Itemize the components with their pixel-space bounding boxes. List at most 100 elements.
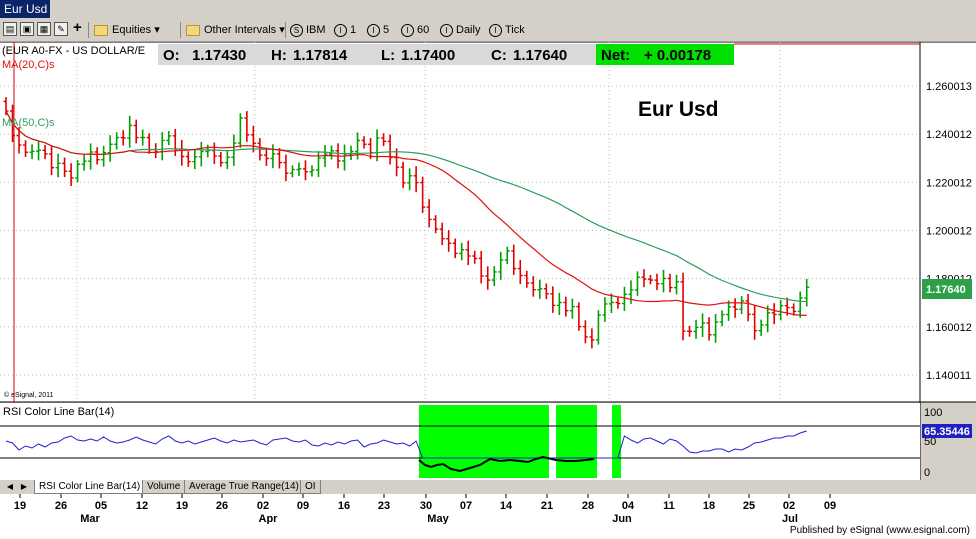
day-tick-label: 21 [541, 500, 553, 512]
button-label: Daily [456, 24, 481, 36]
open-label: O: [163, 47, 180, 64]
day-tick-label: 25 [743, 500, 755, 512]
tab-scroll-right-icon[interactable]: ▶ [20, 482, 28, 491]
properties-icon[interactable]: ✎ [54, 22, 68, 36]
symbol-label: (EUR A0-FX - US DOLLAR/E [2, 45, 145, 57]
ohlc-panel [158, 44, 596, 65]
day-tick-label: 18 [703, 500, 715, 512]
add-icon[interactable]: + [73, 19, 82, 36]
month-label: Mar [80, 513, 100, 524]
button-label: Tick [505, 24, 525, 36]
day-tick-label: 26 [216, 500, 228, 512]
page-icon[interactable]: ▦ [37, 22, 51, 36]
day-tick-label: 05 [95, 500, 107, 512]
ma50-label: MA(50,C)s [2, 117, 55, 129]
day-tick-label: 02 [257, 500, 269, 512]
month-label: May [427, 513, 449, 524]
folder-icon [94, 24, 108, 36]
net-value: + 0.00178 [644, 47, 711, 64]
rsi-oversold-line [418, 455, 595, 473]
net-label: Net: [601, 47, 630, 64]
toolbar-divider [285, 22, 286, 38]
last-price-tag [922, 279, 972, 299]
published-by-text: Published by eSignal (www.esignal.com) [789, 525, 970, 536]
intervals-label: Other Intervals [204, 24, 277, 36]
price-pane [0, 42, 920, 402]
tab-volume[interactable]: Volume [142, 480, 186, 494]
price-grid [0, 42, 920, 402]
rsi-axis-50: 50 [924, 436, 936, 448]
price-tick-label: 1.240012 [926, 129, 972, 141]
copyright-text: © eSignal, 2011 [4, 391, 54, 399]
price-tick-label: 1.260013 [926, 81, 972, 93]
rsi-zones [419, 405, 621, 478]
chart-icon[interactable]: ▤ [3, 22, 17, 36]
interval-daily-button[interactable]: I Daily [440, 22, 480, 38]
day-tick-label: 16 [338, 500, 350, 512]
interval-icon: I [334, 23, 347, 37]
rsi-label: RSI Color Line Bar(14) [3, 406, 114, 418]
price-tick-label: 1.160012 [926, 322, 972, 334]
day-tick-label: 23 [378, 500, 390, 512]
equities-label: Equities [112, 24, 152, 36]
low-label: L: [381, 47, 395, 64]
month-label: Jun [612, 513, 632, 524]
interval-icon: I [367, 23, 380, 37]
symbol-ibm-button[interactable]: S IBM [290, 22, 326, 38]
equities-dropdown[interactable]: Equities ▾ [94, 22, 160, 38]
rsi-value: 65.35446 [924, 426, 970, 438]
toolbar: ▤ ▣ ▦ ✎ + Equities ▾ Other Intervals ▾ S… [0, 19, 976, 42]
day-tick-label: 09 [297, 500, 309, 512]
chart-title: Eur Usd [638, 98, 719, 121]
dropdown-arrow-icon: ▾ [154, 24, 160, 36]
day-tick-label: 19 [176, 500, 188, 512]
button-label: 1 [350, 24, 357, 36]
ma20-label: MA(20,C)s [2, 59, 55, 71]
indicator-tabbar: ◀ ▶ RSI Color Line Bar(14) Volume Averag… [0, 480, 920, 494]
tab-scroll-left-icon[interactable]: ◀ [6, 482, 14, 491]
window-icon[interactable]: ▣ [20, 22, 34, 36]
button-label: 60 [417, 24, 430, 36]
day-tick-label: 30 [420, 500, 432, 512]
day-ticks: 19 26 05 12 19 26 02 09 16 23 30 07 14 21 28 04 11 18 25 02… [14, 494, 836, 512]
intervals-dropdown[interactable]: Other Intervals ▾ [186, 22, 285, 38]
day-tick-label: 02 [783, 500, 795, 512]
symbol-icon: S [290, 23, 303, 37]
chart-area[interactable]: 1.2600131.2400121.2200121.2000121.180012… [0, 42, 976, 480]
tab-rsi[interactable]: RSI Color Line Bar(14) [34, 480, 146, 494]
window-title-tab[interactable]: Eur Usd [0, 0, 50, 18]
rsi-value-tag [922, 424, 972, 438]
tab-oi[interactable]: OI [300, 480, 321, 494]
net-change-box [596, 44, 734, 65]
interval-60-button[interactable]: I 60 [401, 22, 429, 38]
horizontal-scrollbar[interactable] [920, 480, 976, 494]
day-tick-label: 07 [460, 500, 472, 512]
price-tick-label: 1.220012 [926, 177, 972, 189]
tab-atr[interactable]: Average True Range(14) [184, 480, 304, 494]
low-value: 1.17400 [401, 47, 455, 64]
open-value: 1.17430 [192, 47, 246, 64]
day-tick-label: 12 [136, 500, 148, 512]
rsi-oversold-zone [419, 405, 549, 478]
rsi-axis-100: 100 [924, 407, 942, 419]
month-labels: Mar Apr May Jun Jul [80, 513, 798, 524]
price-axis [920, 42, 976, 402]
last-price-value: 1.17640 [926, 284, 966, 296]
day-tick-label: 26 [55, 500, 67, 512]
interval-tick-button[interactable]: I Tick [489, 22, 525, 38]
rsi-line [5, 430, 807, 459]
price-tick-label: 1.200012 [926, 225, 972, 237]
high-value: 1.17814 [293, 47, 348, 64]
day-tick-label: 28 [582, 500, 594, 512]
toolbar-divider [180, 22, 181, 38]
close-label: C: [491, 47, 507, 64]
day-tick-label: 11 [663, 500, 675, 512]
day-tick-label: 14 [500, 500, 513, 512]
time-axis-bg [0, 494, 976, 524]
high-label: H: [271, 47, 287, 64]
folder-icon [186, 24, 200, 36]
rsi-oversold-zone [612, 405, 621, 478]
interval-icon: I [401, 23, 414, 37]
